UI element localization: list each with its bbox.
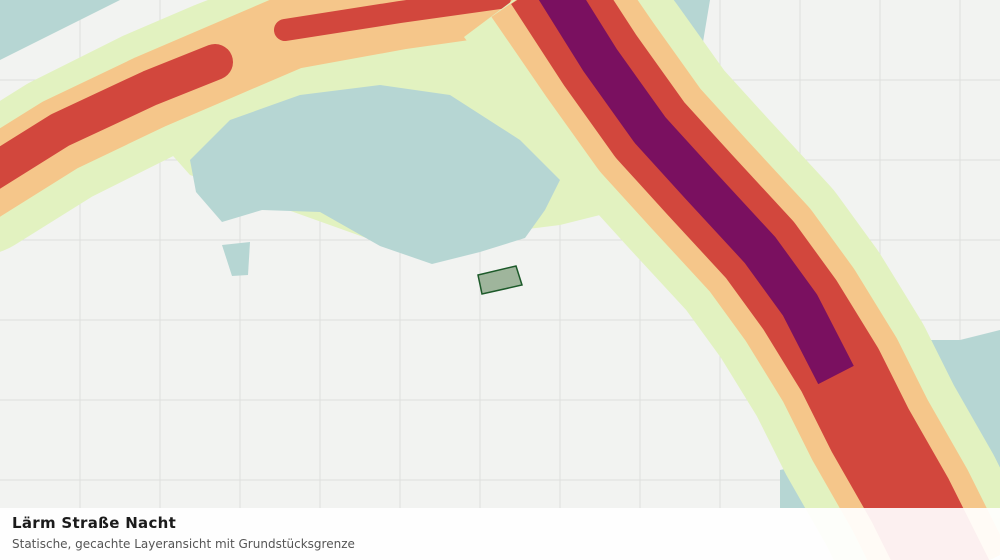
noise-band-road [464, 0, 1000, 560]
layer-title: Lärm Straße Nacht [12, 514, 176, 532]
lake [190, 85, 560, 264]
layer-subtitle: Statische, gecachte Layeransicht mit Gru… [12, 537, 355, 551]
parcel-boundary [477, 265, 523, 295]
info-panel [0, 508, 1000, 560]
noise-band-west [0, 0, 624, 252]
